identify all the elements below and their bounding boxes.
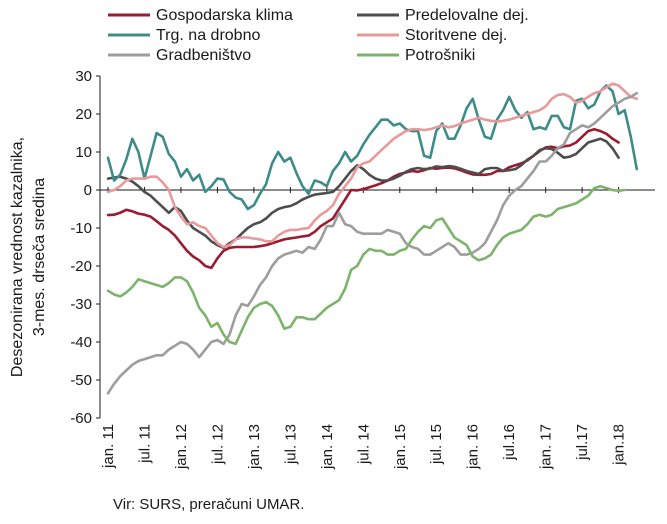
- legend-label-gospodarska-klima: Gospodarska klima: [156, 7, 293, 24]
- legend-label-predelovalne-dej: Predelovalne dej.: [405, 7, 529, 24]
- x-tick-label: jan. 17: [538, 424, 555, 470]
- x-tick-label: jan. 11: [100, 424, 117, 469]
- x-tick-label: jul. 14: [355, 424, 372, 465]
- y-tick-label: -20: [70, 258, 92, 275]
- series-line-storitvene-dej: [106, 82, 639, 249]
- x-tick-label: jan. 14: [319, 424, 336, 470]
- y-tick-label: 20: [75, 106, 92, 123]
- x-tick-label: jul.16: [501, 424, 518, 461]
- source-note: Vir: SURS, preračuni UMAR.: [113, 496, 304, 513]
- y-tick-label: 30: [75, 68, 92, 85]
- series-line-predelovalne-dej: [106, 137, 620, 250]
- x-tick-label: jan.18: [611, 424, 628, 466]
- y-tick-label: -10: [70, 220, 92, 237]
- series-line-potrosniki: [106, 184, 627, 346]
- x-tick-label: jan. 13: [246, 424, 263, 470]
- x-tick-label: jul. 13: [282, 424, 299, 465]
- legend-label-potrosniki: Potrošniki: [405, 47, 475, 64]
- x-tick-label: jul. 15: [428, 424, 445, 465]
- y-axis-title-line: 3-mes. drseča sredina: [31, 178, 48, 336]
- y-axis-title-line: Desezonirana vrednost kazalnika,: [9, 137, 26, 377]
- x-tick-label: jan. 15: [392, 424, 409, 470]
- legend-label-trg-na-drobno: Trg. na drobno: [156, 27, 260, 44]
- x-tick-label: jan. 12: [173, 424, 190, 470]
- y-tick-label: -50: [70, 372, 92, 389]
- axes: 30 20 10 0 -10 -20 -30 -40 -50 -60 jan. 11 jul. 11 j…: [70, 68, 655, 470]
- legend-label-storitvene-dej: Storitvene dej.: [405, 27, 507, 44]
- x-tick-label: jan. 16: [465, 424, 482, 470]
- series-line-trg-na-drobno: [106, 84, 639, 211]
- y-tick-label: 0: [84, 182, 92, 199]
- x-tick-label: jul. 11: [136, 424, 153, 464]
- x-tick-label: jul.17: [574, 424, 591, 461]
- y-tick-label: -40: [70, 334, 92, 351]
- y-tick-label: -60: [70, 410, 92, 427]
- y-tick-label: -30: [70, 296, 92, 313]
- legend-label-gradbenistvo: Gradbeništvo: [156, 47, 251, 64]
- legend: Gospodarska klima Predelovalne dej. Trg. n…: [108, 7, 529, 64]
- series-line-gradbenistvo: [106, 91, 639, 395]
- x-tick-label: jul. 12: [209, 424, 226, 465]
- y-axis-title: Desezonirana vrednost kazalnika, 3-mes. d…: [9, 137, 48, 377]
- y-tick-label: 10: [75, 144, 92, 161]
- series-lines: [106, 82, 639, 395]
